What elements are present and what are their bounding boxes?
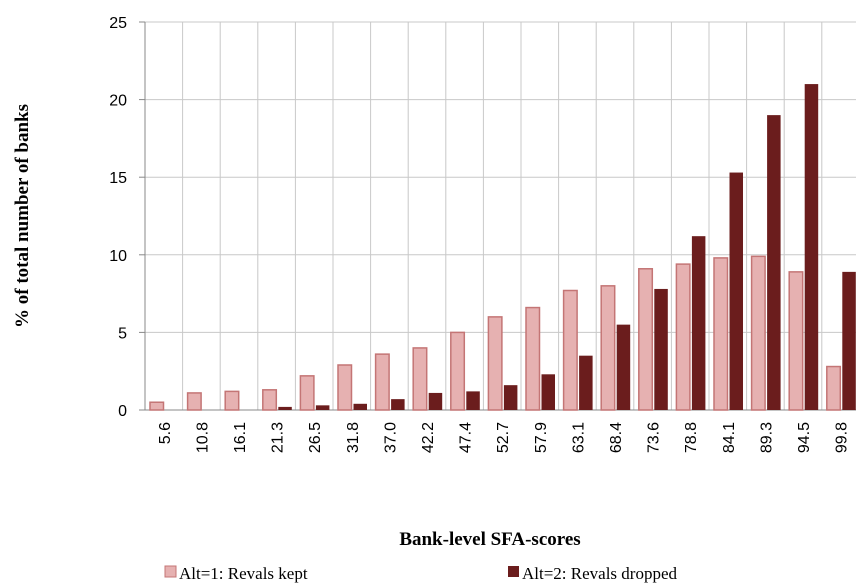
bar [691, 236, 706, 410]
x-tick-label: 73.6 [646, 422, 663, 453]
x-tick-label: 31.8 [345, 422, 362, 453]
x-tick-label: 5.6 [157, 422, 174, 444]
bar [503, 385, 518, 410]
bar [262, 389, 278, 411]
bar [616, 324, 631, 410]
y-tick-label: 15 [109, 170, 127, 187]
x-tick-label: 63.1 [570, 422, 587, 453]
bar [149, 401, 165, 411]
y-tick-label: 10 [109, 248, 127, 265]
bar [750, 255, 766, 411]
bar [487, 316, 503, 411]
bar [767, 115, 781, 411]
legend-label: Alt=2: Revals dropped [522, 564, 678, 583]
legend-label: Alt=1: Revals kept [179, 564, 308, 583]
bar [826, 365, 842, 411]
bar [600, 285, 616, 411]
bar [729, 172, 743, 410]
bar [654, 288, 668, 410]
x-tick-label: 10.8 [194, 422, 211, 453]
bar [804, 84, 819, 410]
bar [579, 355, 593, 410]
bar [374, 353, 390, 411]
y-tick-label: 5 [118, 325, 127, 342]
bar [788, 271, 804, 411]
y-tick-label: 20 [109, 93, 127, 110]
x-tick-label: 52.7 [495, 422, 512, 453]
x-axis-title: Bank-level SFA-scores [399, 529, 580, 550]
bar [391, 399, 405, 410]
x-tick-label: 47.4 [458, 422, 475, 453]
x-tick-label: 94.5 [796, 422, 813, 453]
bar [353, 403, 367, 410]
x-tick-label: 99.8 [834, 422, 851, 453]
bar [842, 271, 856, 410]
x-tick-label: 21.3 [270, 422, 287, 453]
bar [299, 375, 315, 411]
x-tick-label: 84.1 [721, 422, 738, 453]
legend-swatch [164, 565, 177, 578]
bar [562, 289, 578, 411]
bar [315, 405, 330, 410]
x-tick-label: 42.2 [420, 422, 437, 453]
bar [466, 391, 480, 410]
bar [713, 257, 729, 411]
x-tick-label: 68.4 [608, 422, 625, 453]
x-tick-label: 37.0 [382, 422, 399, 453]
bar [278, 406, 292, 410]
bar [428, 392, 443, 410]
y-tick-label: 25 [109, 15, 127, 32]
bar [638, 268, 654, 411]
bar [412, 347, 428, 411]
x-tick-label: 57.9 [533, 422, 550, 453]
x-tick-label: 89.3 [758, 422, 775, 453]
bar [541, 374, 555, 410]
bar [224, 390, 240, 411]
x-tick-label: 26.5 [307, 422, 324, 453]
x-tick-label: 16.1 [232, 422, 249, 453]
bar [675, 263, 691, 411]
legend-swatch [508, 566, 519, 577]
x-tick-label: 78.8 [683, 422, 700, 453]
y-axis-title: % of total number of banks [12, 104, 33, 328]
bar [186, 392, 202, 411]
bar [337, 364, 353, 411]
bar [525, 306, 541, 411]
bar [450, 331, 466, 411]
y-tick-label: 0 [118, 403, 127, 420]
